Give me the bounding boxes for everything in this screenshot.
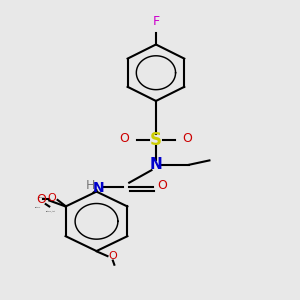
Text: F: F [152,15,160,28]
Text: O: O [109,250,117,260]
Text: methoxy: methoxy [39,196,45,198]
Text: methoxy: methoxy [34,207,41,208]
Text: O: O [48,193,57,202]
Text: O: O [158,179,167,193]
Text: O: O [119,132,129,145]
Text: methoxy_text: methoxy_text [46,211,56,212]
Text: H: H [85,179,95,192]
Text: S: S [150,130,162,148]
Text: N: N [150,158,162,172]
Text: N: N [93,181,105,195]
Text: O: O [36,193,46,206]
Text: O: O [183,132,193,145]
